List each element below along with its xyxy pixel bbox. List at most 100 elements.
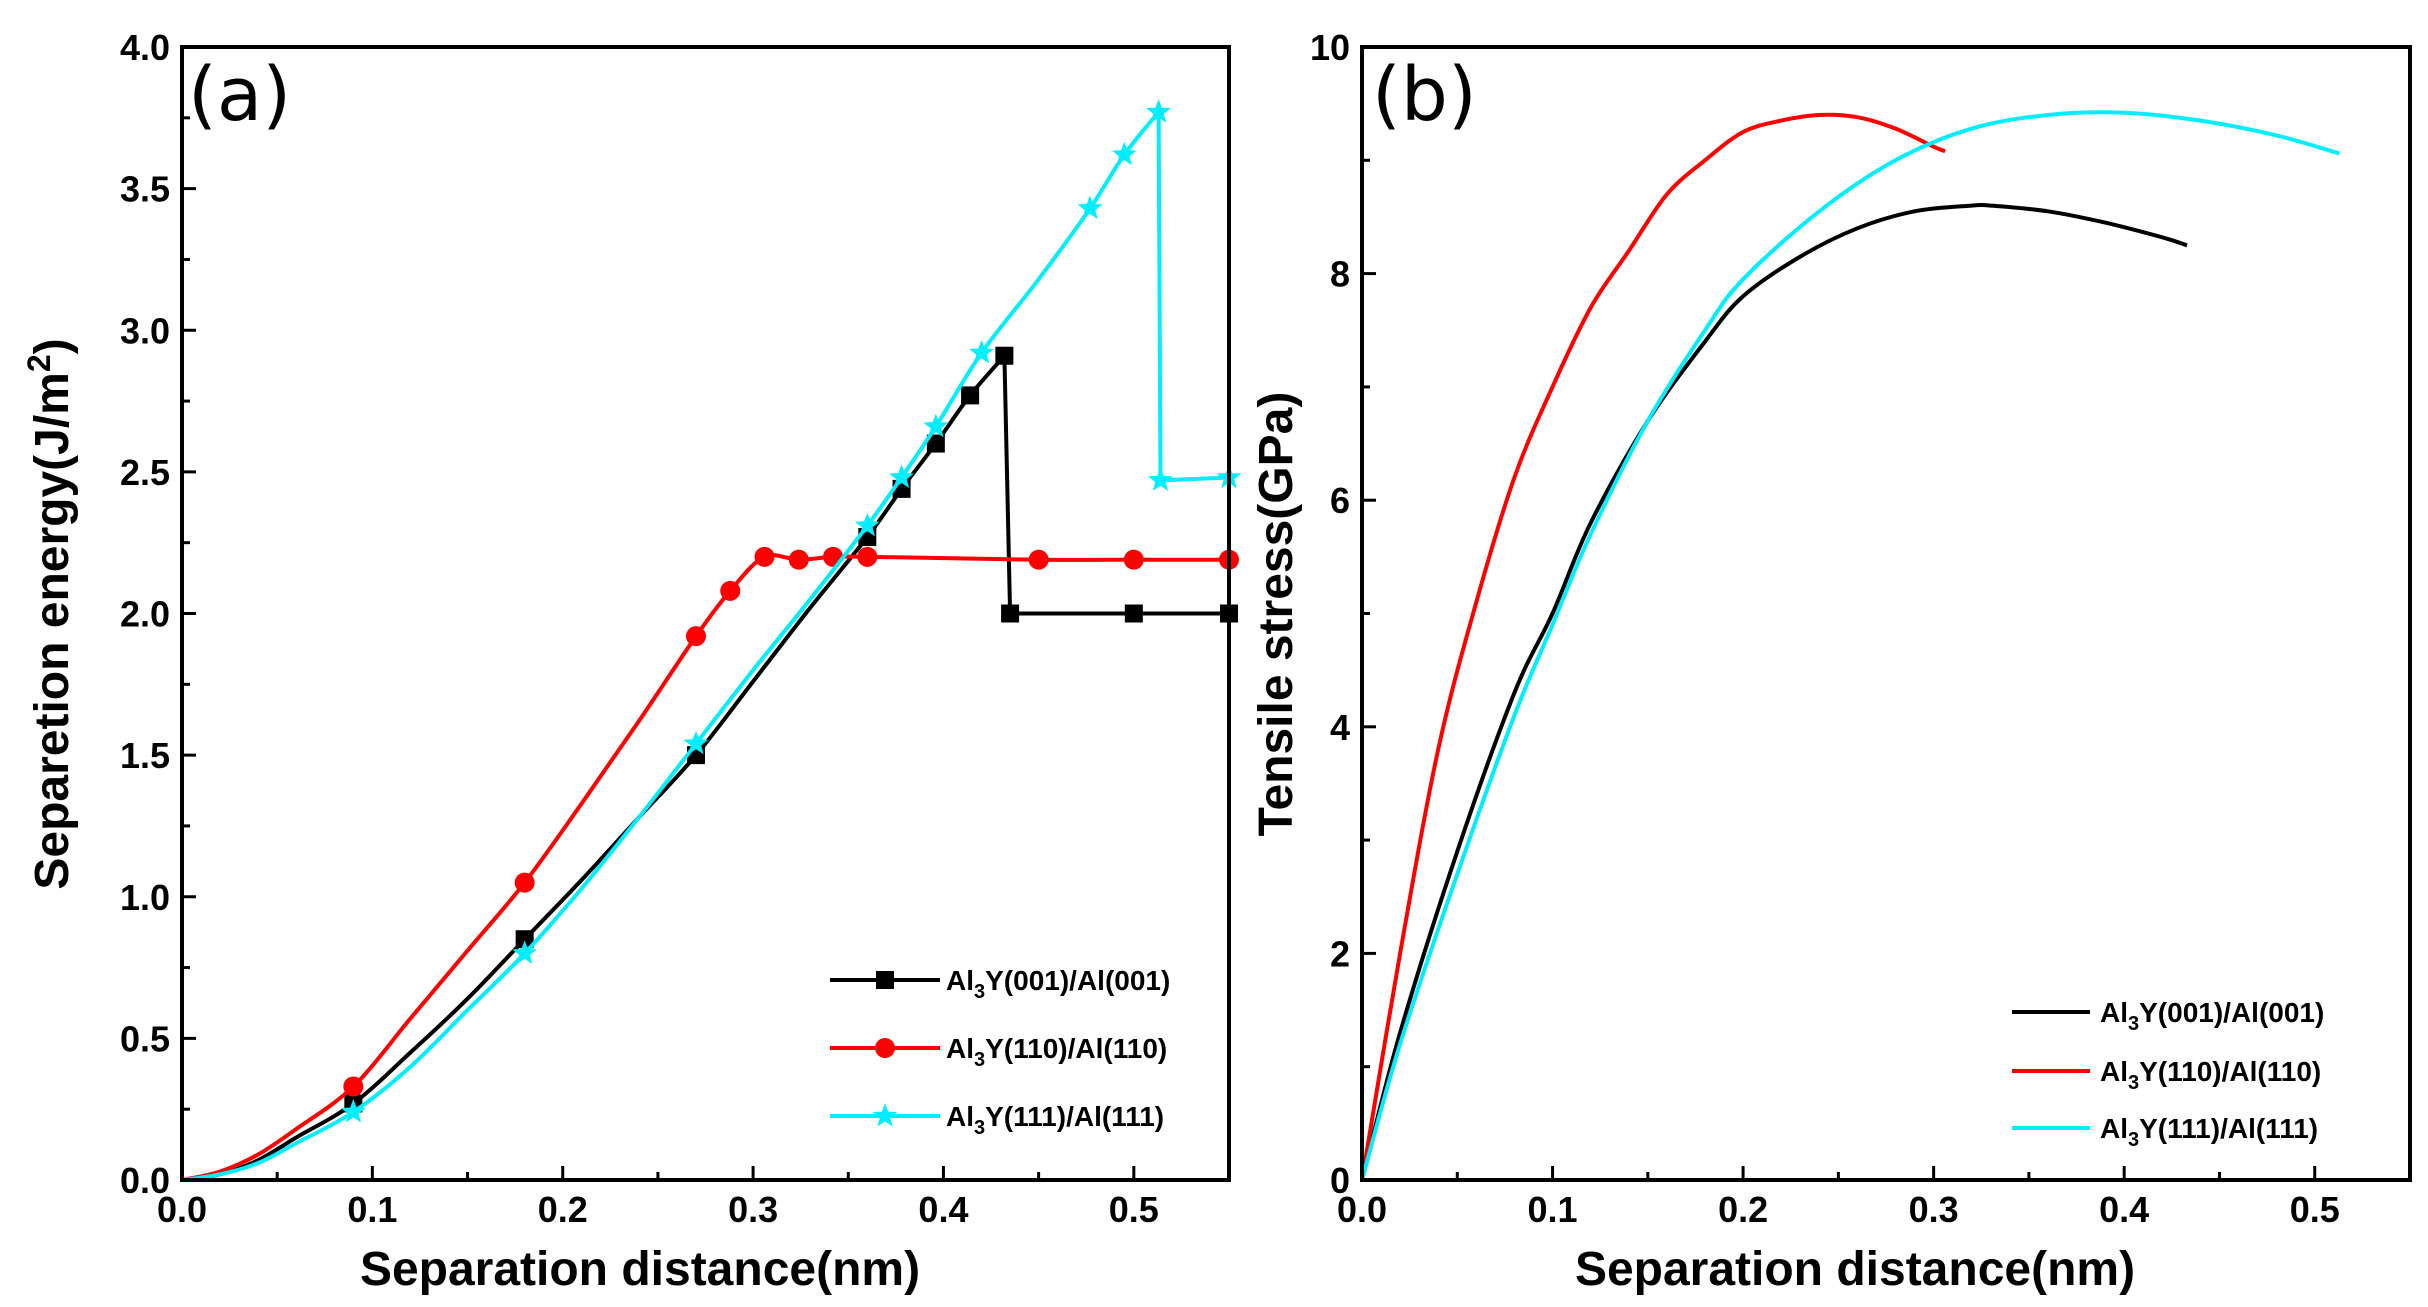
x-tick-label-a-5: 0.5 xyxy=(1109,1189,1159,1230)
data-point-a-2-4 xyxy=(889,464,914,489)
y-tick-label-b-3: 6 xyxy=(1330,480,1350,521)
data-point-a-1-2 xyxy=(685,626,706,647)
y-axis-label-a-main: Separetion energy(J/m xyxy=(26,372,79,890)
series-group-b xyxy=(1360,110,2341,1181)
x-tick-label-a-1: 0.1 xyxy=(347,1189,397,1230)
panel-label-a: (a) xyxy=(188,52,291,138)
y-tick-label-a-8: 4.0 xyxy=(120,27,170,68)
data-point-a-1-5 xyxy=(788,549,809,570)
chart-panel-b: (b) 0.0 0.1 0.2 0.3 0.4 0.5 0 2 4 6 8 10 Separation… xyxy=(1250,27,2412,1296)
legend-a: Al3Y(001)/Al(001)Al3Y(110)/Al(110)Al3Y(1… xyxy=(830,965,1170,1139)
legend-label-post: Y(110)/Al(110) xyxy=(985,1033,1167,1064)
series-group-a xyxy=(181,99,1242,1182)
y-tick-label-a-7: 3.5 xyxy=(120,169,170,210)
legend-label-pre: Al xyxy=(2100,997,2128,1028)
x-tick-label-b-3: 0.3 xyxy=(1909,1189,1959,1230)
series-line-b-0 xyxy=(1360,202,2188,1181)
legend-label-post: Y(110)/Al(110) xyxy=(2139,1056,2321,1087)
data-point-a-0-8 xyxy=(1001,604,1020,623)
data-point-a-2-9 xyxy=(1146,99,1171,123)
plot-frame-a xyxy=(180,45,1231,1182)
legend-marker-a-1 xyxy=(875,1038,895,1058)
legend-label-sub: 3 xyxy=(974,1049,985,1071)
legend-label-pre: Al xyxy=(2100,1113,2128,1144)
legend-label-pre: Al xyxy=(2100,1056,2128,1087)
legend-label-b-1: Al3Y(110)/Al(110) xyxy=(2100,1056,2321,1094)
legend-label-pre: Al xyxy=(946,965,974,996)
data-point-a-0-5 xyxy=(926,434,945,453)
legend-label-sub: 3 xyxy=(2128,1129,2139,1151)
y-axis-label-a-sup: 2 xyxy=(21,354,57,372)
data-point-a-1-9 xyxy=(1123,549,1144,570)
legend-label-post: Y(111)/Al(111) xyxy=(985,1101,1164,1132)
x-tick-label-b-5: 0.5 xyxy=(2290,1189,2340,1230)
data-point-a-2-7 xyxy=(1077,195,1103,219)
legend-b: Al3Y(001)/Al(001)Al3Y(110)/Al(110)Al3Y(1… xyxy=(2012,997,2324,1151)
legend-label-post: Y(001)/Al(001) xyxy=(2139,997,2324,1028)
legend-label-post: Y(001)/Al(001) xyxy=(985,965,1170,996)
y-tick-label-a-6: 3.0 xyxy=(120,310,170,351)
data-point-a-1-8 xyxy=(1028,549,1049,570)
panel-label-b: (b) xyxy=(1372,52,1477,138)
axis-ticks-a: 0.0 0.1 0.2 0.3 0.4 0.5 0.0 0.5 1.0 1.5 2.0 2.5 3.0 3… xyxy=(120,27,1159,1230)
x-tick-label-b-1: 0.1 xyxy=(1528,1189,1578,1230)
x-tick-label-a-3: 0.3 xyxy=(728,1189,778,1230)
data-point-a-1-0 xyxy=(343,1076,364,1097)
legend-label-a-1: Al3Y(110)/Al(110) xyxy=(946,1033,1167,1071)
series-line-a-2 xyxy=(181,106,1230,1182)
data-point-a-2-1 xyxy=(512,940,537,964)
data-point-a-2-2 xyxy=(683,730,709,755)
legend-marker-a-0 xyxy=(876,971,894,989)
data-point-a-2-8 xyxy=(1111,141,1137,166)
y-tick-label-a-2: 1.0 xyxy=(120,877,170,918)
y-tick-label-a-3: 1.5 xyxy=(120,735,170,776)
x-tick-label-b-0: 0.0 xyxy=(1337,1189,1387,1230)
legend-label-sub: 3 xyxy=(2128,1072,2139,1094)
y-tick-label-a-4: 2.0 xyxy=(120,594,170,635)
series-line-b-2 xyxy=(1360,110,2341,1181)
y-tick-label-b-5: 10 xyxy=(1310,27,1350,68)
legend-label-pre: Al xyxy=(946,1033,974,1064)
data-point-a-2-0 xyxy=(341,1099,366,1123)
data-point-a-2-3 xyxy=(854,512,880,537)
x-tick-label-a-2: 0.2 xyxy=(538,1189,588,1230)
legend-label-pre: Al xyxy=(946,1101,974,1132)
y-axis-label-b: Tensile stress(GPa) xyxy=(1250,392,1303,837)
y-axis-label-a: Separetion energy(J/m2) xyxy=(21,338,79,889)
legend-label-sub: 3 xyxy=(2128,1013,2139,1035)
series-line-b-1 xyxy=(1360,112,1946,1181)
data-point-a-2-6 xyxy=(969,339,994,364)
y-tick-label-b-0: 0 xyxy=(1330,1160,1350,1201)
legend-label-post: Y(111)/Al(111) xyxy=(2139,1113,2318,1144)
x-axis-label-a: Separation distance(nm) xyxy=(360,1243,920,1296)
y-tick-label-b-1: 2 xyxy=(1330,933,1350,974)
data-point-a-1-7 xyxy=(857,546,878,567)
series-line-a-1 xyxy=(181,553,1229,1182)
legend-marker-a-2 xyxy=(872,1103,898,1127)
data-point-a-0-9 xyxy=(1124,604,1143,623)
data-point-a-1-4 xyxy=(754,546,775,567)
legend-label-sub: 3 xyxy=(974,981,985,1003)
x-tick-label-a-4: 0.4 xyxy=(918,1189,968,1230)
y-tick-label-a-0: 0.0 xyxy=(120,1160,170,1201)
chart-panel-a: (a) 0.0 0.1 0.2 0.3 0.4 0.5 0.0 0.5 1.0 1.5 2.0 2.5… xyxy=(21,27,1242,1296)
y-tick-label-b-2: 4 xyxy=(1330,707,1350,748)
data-point-a-1-3 xyxy=(720,580,741,601)
y-tick-label-a-5: 2.5 xyxy=(120,452,170,493)
legend-label-b-0: Al3Y(001)/Al(001) xyxy=(2100,997,2324,1035)
legend-label-a-2: Al3Y(111)/Al(111) xyxy=(946,1101,1164,1139)
x-axis-label-b: Separation distance(nm) xyxy=(1575,1243,2135,1296)
legend-label-b-2: Al3Y(111)/Al(111) xyxy=(2100,1113,2318,1151)
legend-label-a-0: Al3Y(001)/Al(001) xyxy=(946,965,1170,1003)
data-point-a-0-6 xyxy=(961,386,980,405)
y-tick-label-a-1: 0.5 xyxy=(120,1018,170,1059)
x-tick-label-a-0: 0.0 xyxy=(157,1189,207,1230)
x-tick-label-b-4: 0.4 xyxy=(2099,1189,2149,1230)
data-point-a-1-1 xyxy=(514,872,535,893)
y-tick-label-b-4: 8 xyxy=(1330,254,1350,295)
y-axis-label-a-end: ) xyxy=(26,338,79,354)
x-tick-label-b-2: 0.2 xyxy=(1718,1189,1768,1230)
legend-label-sub: 3 xyxy=(974,1117,985,1139)
data-point-a-0-1 xyxy=(515,930,534,949)
